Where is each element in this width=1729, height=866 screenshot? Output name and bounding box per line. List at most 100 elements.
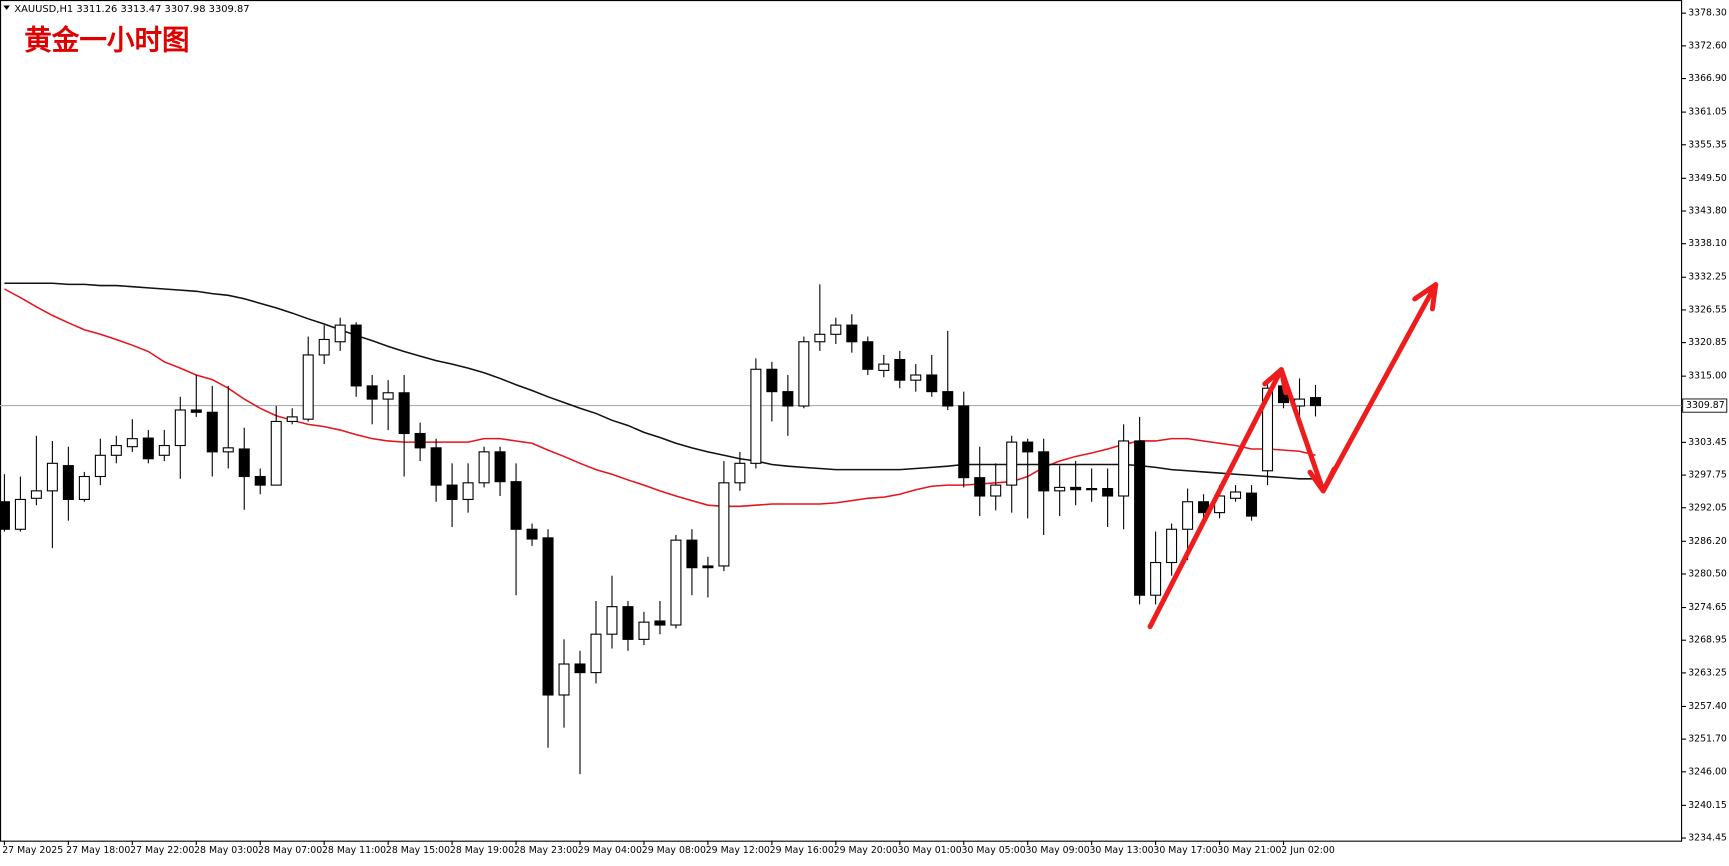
candle-body [878, 363, 890, 371]
y-tick-label: 3286.20 [1688, 536, 1727, 547]
candle-body [78, 475, 90, 500]
x-tick-label: 28 May 07:00 [258, 845, 322, 856]
candle-body [430, 447, 442, 486]
candle-body [142, 437, 154, 460]
price-label: 3309.87 [1686, 400, 1725, 411]
moving-average [4, 282, 1316, 480]
arrow-head [1412, 282, 1439, 312]
candle-body [542, 537, 554, 696]
x-tick-label: 29 May 08:00 [642, 845, 706, 856]
candle-body [974, 477, 986, 497]
candle-body [1006, 441, 1018, 486]
y-tick-label: 3355.35 [1688, 139, 1727, 150]
candle-body [862, 341, 874, 370]
x-tick-label: 28 May 15:00 [386, 845, 450, 856]
candle-body [686, 539, 698, 569]
candle-body [846, 324, 858, 343]
y-tick-label: 3372.60 [1688, 40, 1727, 51]
y-tick-label: 3257.40 [1688, 701, 1727, 712]
y-tick-label: 3297.75 [1688, 470, 1727, 481]
x-tick-label: 29 May 04:00 [578, 845, 642, 856]
candle-body [190, 409, 202, 413]
candle-body [894, 358, 906, 381]
x-tick-label: 30 May 01:00 [898, 845, 962, 856]
candle-body [110, 444, 122, 456]
candle-body [558, 663, 570, 696]
header: XAUUSD,H1 3311.26 3313.47 3307.98 3309.8… [14, 4, 249, 15]
candle-body [14, 498, 26, 530]
candle-body [958, 405, 970, 479]
price-label-box [1682, 398, 1728, 413]
candle-body [590, 633, 602, 674]
candle-body [1134, 440, 1146, 596]
candle-body [478, 451, 490, 484]
candle-body [606, 606, 618, 635]
x-tick-label: 29 May 12:00 [706, 845, 770, 856]
x-tick-label: 30 May 21:00 [1217, 845, 1281, 856]
candle-body [254, 475, 266, 486]
candle-body [334, 324, 346, 343]
annotation-arrows [1147, 282, 1439, 630]
candle-body [238, 448, 250, 478]
y-tick-label: 3292.05 [1688, 502, 1727, 513]
y-tick-label: 3234.45 [1688, 833, 1727, 844]
candle-body [990, 484, 1002, 497]
x-tick-label: 30 May 13:00 [1089, 845, 1153, 856]
y-tick-label: 3303.45 [1688, 437, 1727, 448]
candle-body [942, 391, 954, 407]
candle-body [462, 482, 474, 500]
candle-body [814, 333, 826, 343]
candle-body [510, 481, 522, 530]
y-tick-label: 3274.65 [1688, 602, 1727, 613]
candle-body [398, 392, 410, 435]
x-tick-label: 28 May 03:00 [194, 845, 258, 856]
candle-body [1182, 501, 1194, 530]
arrow-path [1147, 282, 1439, 630]
y-tick-label: 3240.15 [1688, 800, 1727, 811]
moving-average [4, 288, 1316, 508]
candle-body [270, 420, 282, 486]
candle-body [702, 565, 714, 569]
candle-body [718, 482, 730, 567]
y-tick-label: 3332.25 [1688, 272, 1727, 283]
candle-body [1262, 387, 1274, 472]
candle-body [1022, 441, 1034, 453]
candle-body [62, 465, 74, 500]
candle-body [206, 411, 218, 453]
y-tick-label: 3315.00 [1688, 371, 1727, 382]
arrow-head [1262, 367, 1289, 396]
candle-body [830, 324, 842, 335]
y-tick-label: 3366.90 [1688, 73, 1727, 84]
candle-body [446, 484, 458, 500]
candle-body [286, 416, 298, 423]
x-tick-label: 27 May 18:00 [66, 845, 130, 856]
y-tick-label: 3378.30 [1688, 8, 1727, 19]
arrow-head [1307, 466, 1337, 494]
candle-body [174, 409, 186, 447]
candle-body [638, 621, 650, 640]
y-tick-label: 3326.55 [1688, 304, 1727, 315]
candle-body [0, 501, 10, 530]
y-tick-label: 3251.70 [1688, 734, 1727, 745]
candle-body [622, 606, 634, 640]
candle-body [30, 490, 42, 499]
candle-body [1054, 486, 1066, 492]
x-tick-label: 28 May 19:00 [450, 845, 514, 856]
candle-body [750, 368, 762, 464]
candle-body [782, 391, 794, 407]
x-tick-label: 2 Jun 02:00 [1281, 845, 1335, 856]
x-tick-label: 27 May 22:00 [130, 845, 194, 856]
candle-body [46, 462, 58, 492]
x-tick-label: 28 May 23:00 [514, 845, 578, 856]
x-tick-label: 30 May 09:00 [1025, 845, 1089, 856]
candle-body [1150, 561, 1162, 596]
y-tick-label: 3268.95 [1688, 635, 1727, 646]
candle-body [670, 539, 682, 626]
candle-body [222, 447, 234, 453]
candle-body [1309, 397, 1322, 407]
y-tick-label: 3343.80 [1688, 206, 1727, 217]
candle-body [574, 663, 586, 674]
x-tick-label: 28 May 11:00 [322, 845, 386, 856]
